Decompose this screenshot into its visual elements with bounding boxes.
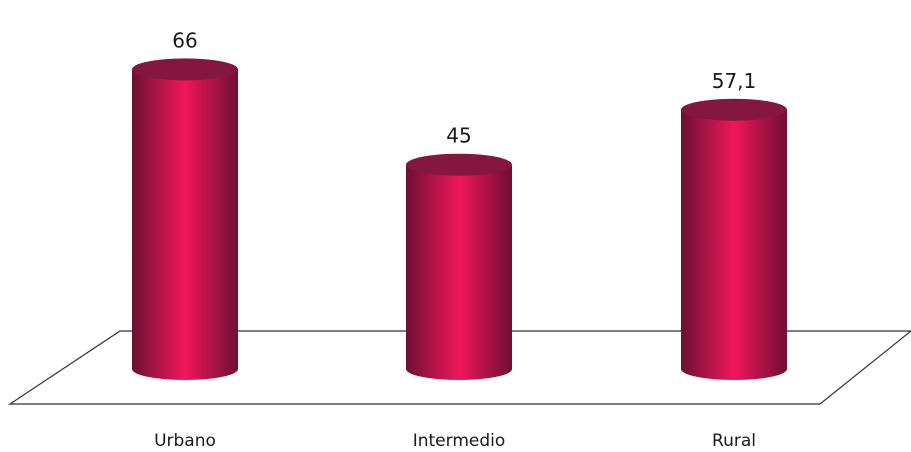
bar-top-urbano	[132, 58, 238, 81]
value-label: 45	[446, 124, 471, 148]
bar-top-intermedio	[406, 153, 512, 176]
bar-urbano	[132, 69, 238, 381]
bar-intermedio	[406, 164, 512, 380]
category-label: Urbano	[154, 431, 216, 451]
category-label: Rural	[712, 431, 756, 451]
category-label: Intermedio	[413, 431, 506, 451]
value-label: 57,1	[712, 69, 757, 93]
bar-rural	[681, 109, 787, 381]
bar-top-rural	[681, 98, 787, 121]
value-label: 66	[172, 28, 197, 52]
chart-floor	[8, 330, 911, 405]
